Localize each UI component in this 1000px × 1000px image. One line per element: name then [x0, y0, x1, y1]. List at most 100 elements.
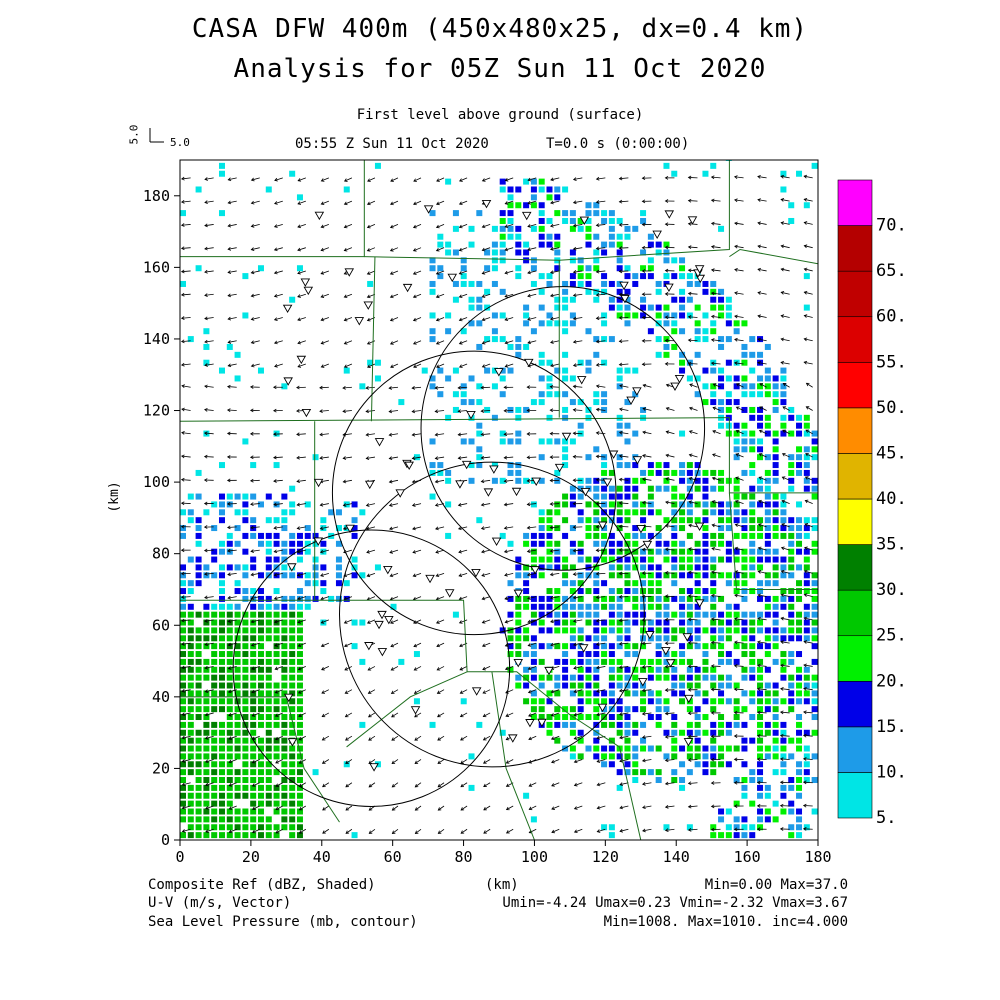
reflectivity-cell — [265, 816, 272, 823]
wind-vector — [412, 433, 422, 436]
wind-vector-head — [505, 830, 510, 834]
reflectivity-cell — [780, 367, 787, 374]
reflectivity-cell — [764, 477, 771, 484]
reflectivity-cell — [616, 422, 623, 429]
reflectivity-cell — [686, 745, 693, 752]
wind-vector — [204, 293, 214, 296]
reflectivity-cell — [601, 753, 608, 760]
reflectivity-cell — [554, 595, 561, 602]
wind-vector-head — [180, 269, 185, 274]
reflectivity-cell — [562, 280, 569, 287]
reflectivity-cell — [764, 469, 771, 476]
station-marker — [455, 480, 465, 489]
reflectivity-cell — [640, 619, 647, 626]
wind-vector-head — [505, 760, 510, 764]
wind-vector — [181, 408, 191, 411]
wind-vector — [803, 688, 813, 691]
reflectivity-cell — [328, 595, 335, 602]
wind-vector-head — [368, 783, 373, 788]
reflectivity-cell — [725, 477, 732, 484]
wind-vector-head — [503, 432, 508, 437]
wind-vector-head — [203, 478, 208, 482]
reflectivity-cell — [718, 525, 725, 532]
reflectivity-cell — [484, 265, 491, 272]
reflectivity-cell — [593, 603, 600, 610]
reflectivity-cell — [608, 572, 615, 579]
reflectivity-cell — [624, 745, 631, 752]
reflectivity-cell — [640, 517, 647, 524]
wind-vector-head — [204, 384, 208, 389]
reflectivity-cell — [569, 745, 576, 752]
reflectivity-cell — [226, 603, 233, 610]
reflectivity-cell — [593, 706, 600, 713]
wind-vector-head — [411, 479, 416, 484]
reflectivity-cell — [218, 540, 225, 547]
wind-vector — [803, 781, 813, 784]
colorbar-swatch — [837, 179, 873, 226]
reflectivity-cell — [803, 777, 810, 784]
reflectivity-cell — [601, 698, 608, 705]
reflectivity-cell — [234, 588, 241, 595]
reflectivity-cell — [437, 462, 444, 469]
reflectivity-cell — [523, 406, 530, 413]
reflectivity-cell — [203, 706, 210, 713]
reflectivity-cell — [530, 706, 537, 713]
wind-vector — [712, 500, 721, 504]
wind-vector-head — [180, 548, 185, 553]
reflectivity-cell — [811, 698, 818, 705]
reflectivity-cell — [772, 603, 779, 610]
reflectivity-cell — [796, 737, 803, 744]
reflectivity-cell — [780, 761, 787, 768]
wind-vector — [228, 247, 237, 250]
reflectivity-cell — [180, 792, 186, 799]
wind-vector-head — [528, 713, 532, 717]
reflectivity-cell — [702, 532, 709, 539]
station-marker — [287, 738, 298, 747]
reflectivity-cell — [640, 406, 647, 413]
reflectivity-cell — [203, 816, 210, 823]
reflectivity-cell — [187, 832, 194, 839]
reflectivity-cell — [593, 745, 600, 752]
wind-vector-head — [204, 642, 209, 647]
reflectivity-cell — [538, 288, 545, 295]
reflectivity-cell — [647, 548, 654, 555]
wind-vector-head — [803, 360, 808, 365]
wind-vector — [458, 503, 468, 506]
reflectivity-cell — [647, 233, 654, 240]
wind-vector-head — [805, 429, 810, 433]
reflectivity-cell — [710, 588, 717, 595]
wind-vector — [460, 712, 468, 717]
wind-vector — [688, 293, 698, 295]
wind-vector-head — [321, 690, 326, 694]
wind-vector-head — [322, 783, 326, 788]
reflectivity-cell — [211, 824, 218, 831]
wind-vector — [711, 339, 721, 342]
reflectivity-cell — [616, 430, 623, 437]
reflectivity-cell — [710, 769, 717, 776]
wind-vector-head — [595, 642, 600, 647]
wind-vector-head — [481, 549, 485, 554]
wind-vector-head — [803, 174, 808, 179]
reflectivity-cell — [265, 729, 272, 736]
reflectivity-cell — [187, 517, 194, 524]
reflectivity-cell — [460, 698, 467, 705]
reflectivity-cell — [780, 399, 787, 406]
wind-vector — [596, 408, 606, 411]
reflectivity-cell — [218, 603, 225, 610]
colorbar-label: 10. — [876, 762, 907, 782]
wind-vector-head — [687, 804, 692, 809]
wind-vector — [734, 245, 744, 249]
wind-vector-head — [619, 782, 623, 786]
reflectivity-cell — [242, 824, 249, 831]
station-marker — [638, 678, 648, 687]
reflectivity-cell — [671, 312, 678, 319]
wind-vector — [665, 525, 675, 528]
wind-vector-head — [711, 546, 715, 551]
wind-vector-head — [641, 315, 646, 320]
wind-vector — [251, 572, 260, 576]
wind-vector — [204, 200, 214, 203]
wind-vector-head — [619, 407, 623, 412]
wind-vector-head — [782, 383, 787, 387]
reflectivity-cell — [780, 186, 787, 193]
station-marker — [661, 647, 671, 656]
